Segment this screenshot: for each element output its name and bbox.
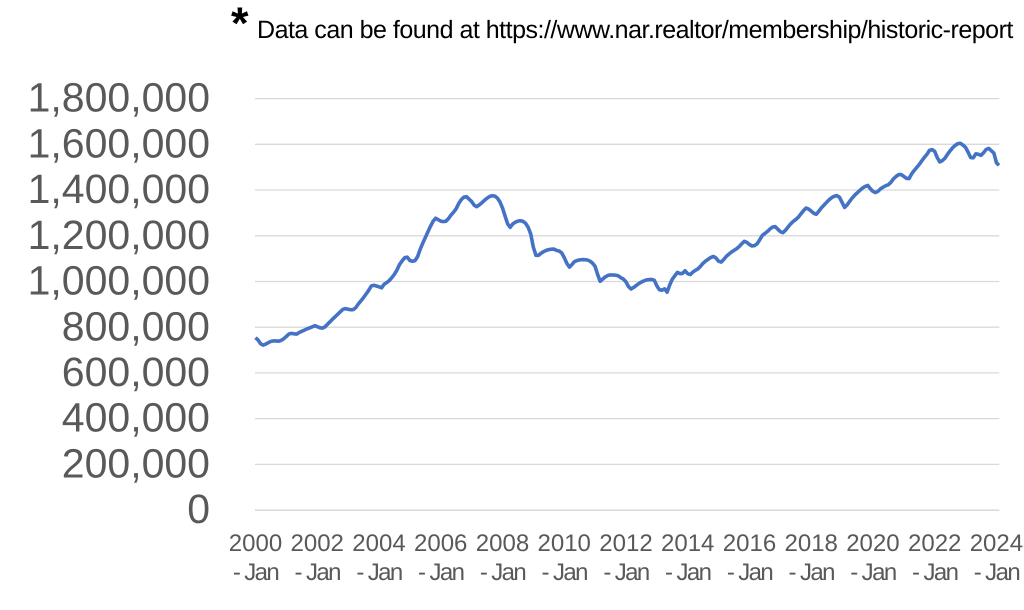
svg-text:0: 0: [187, 486, 210, 532]
svg-text:2006: 2006: [414, 530, 467, 557]
svg-text:- Jan: - Jan: [974, 559, 1020, 586]
svg-text:2012: 2012: [599, 530, 652, 557]
svg-text:800,000: 800,000: [62, 303, 210, 349]
svg-text:- Jan: - Jan: [727, 559, 773, 586]
svg-text:*: *: [231, 0, 249, 49]
svg-text:2020: 2020: [846, 530, 899, 557]
svg-text:600,000: 600,000: [62, 349, 210, 395]
svg-text:- Jan: - Jan: [480, 559, 526, 586]
svg-text:- Jan: - Jan: [850, 559, 896, 586]
svg-text:- Jan: - Jan: [912, 559, 958, 586]
svg-text:2002: 2002: [291, 530, 344, 557]
svg-text:2024: 2024: [970, 530, 1023, 557]
svg-text:2004: 2004: [352, 530, 405, 557]
svg-text:2010: 2010: [538, 530, 591, 557]
svg-text:1,000,000: 1,000,000: [28, 258, 210, 304]
svg-text:1,600,000: 1,600,000: [28, 120, 210, 166]
svg-text:2016: 2016: [723, 530, 776, 557]
svg-text:- Jan: - Jan: [418, 559, 464, 586]
svg-text:1,400,000: 1,400,000: [28, 166, 210, 212]
svg-text:1,800,000: 1,800,000: [28, 75, 210, 121]
svg-text:Data can be found at https://w: Data can be found at https://www.nar.rea…: [257, 16, 1013, 44]
svg-text:200,000: 200,000: [62, 441, 210, 487]
svg-text:- Jan: - Jan: [665, 559, 711, 586]
svg-text:- Jan: - Jan: [233, 559, 279, 586]
svg-text:- Jan: - Jan: [356, 559, 402, 586]
svg-text:2022: 2022: [908, 530, 961, 557]
svg-text:2018: 2018: [785, 530, 838, 557]
svg-text:- Jan: - Jan: [789, 559, 835, 586]
svg-text:2008: 2008: [476, 530, 529, 557]
svg-text:- Jan: - Jan: [603, 559, 649, 586]
svg-text:2000: 2000: [229, 530, 282, 557]
svg-text:400,000: 400,000: [62, 395, 210, 441]
svg-text:- Jan: - Jan: [542, 559, 588, 586]
svg-text:1,200,000: 1,200,000: [28, 212, 210, 258]
svg-text:- Jan: - Jan: [295, 559, 341, 586]
svg-text:2014: 2014: [661, 530, 714, 557]
